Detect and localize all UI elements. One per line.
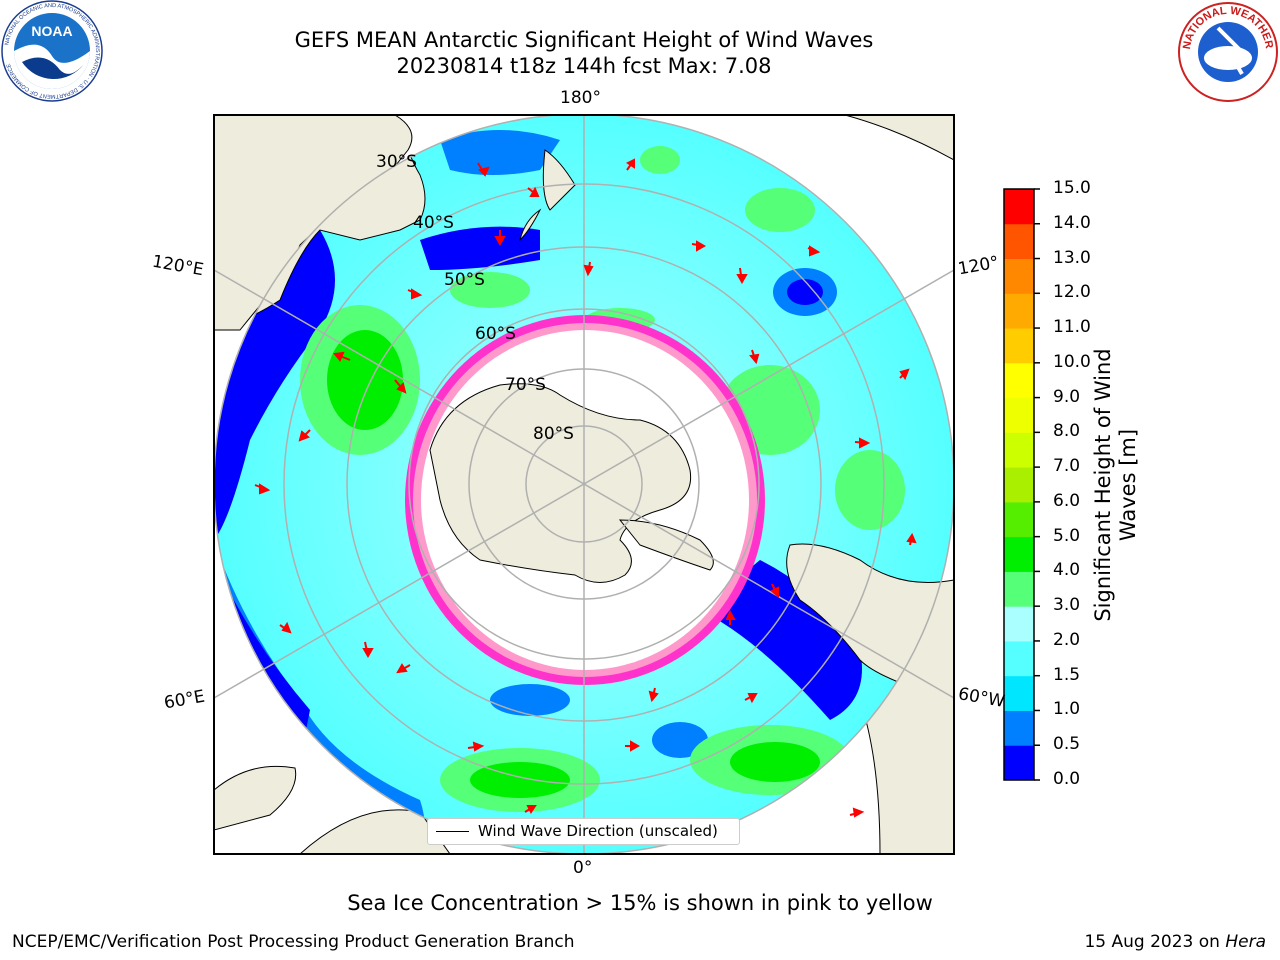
colorbar-tick-label: 4.0 [1053, 560, 1081, 581]
colorbar-tick-label: 6.0 [1053, 490, 1081, 511]
colorbar-tick-label: 10.0 [1053, 351, 1091, 372]
wave-direction-arrows [254, 158, 917, 818]
colorbar-frame [1003, 188, 1035, 781]
lat-label-30s: 30°S [376, 152, 417, 172]
footer-credit: NCEP/EMC/Verification Post Processing Pr… [12, 932, 575, 952]
legend-label: Wind Wave Direction (unscaled) [478, 822, 718, 840]
lat-label-60s: 60°S [475, 324, 516, 344]
colorbar-swatch [1004, 501, 1034, 538]
colorbar-tick-label: 15.0 [1053, 178, 1091, 198]
legend-line-sample [436, 831, 469, 832]
colorbar-swatch [1004, 293, 1034, 329]
footer-host: Hera [1225, 932, 1266, 952]
colorbar-swatch [1004, 258, 1034, 294]
lat-label-50s: 50°S [444, 270, 485, 290]
colorbar-tick-label: 2.0 [1053, 629, 1081, 650]
nws-logo: NATIONAL WEATHER SERVICE [1176, 0, 1278, 102]
colorbar-tick-label: 5.0 [1053, 525, 1081, 546]
colorbar-tick-label: 3.0 [1053, 595, 1081, 616]
colorbar-tick-label: 12.0 [1053, 282, 1091, 303]
colorbar-tick-label: 1.5 [1053, 664, 1081, 685]
map-legend: Wind Wave Direction (unscaled) [427, 818, 740, 845]
colorbar-swatch [1004, 675, 1034, 711]
colorbar-swatch [1004, 397, 1034, 433]
chart-subtitle: 20230814 t18z 144h fcst Max: 7.08 [396, 54, 772, 78]
colorbar-tick-label: 14.0 [1053, 212, 1091, 233]
footer-date-text: 15 Aug 2023 on [1084, 932, 1226, 952]
colorbar [1003, 188, 1040, 781]
lat-label-70s: 70°S [505, 375, 546, 395]
colorbar-swatch [1004, 710, 1034, 746]
lon-label-180: 180° [560, 88, 601, 108]
svg-text:NOAA: NOAA [31, 23, 72, 39]
colorbar-tick-label: 8.0 [1053, 421, 1081, 442]
sea-ice-note: Sea Ice Concentration > 15% is shown in … [347, 891, 933, 915]
lat-label-40s: 40°S [413, 213, 454, 233]
chart-title: GEFS MEAN Antarctic Significant Height o… [294, 28, 874, 52]
colorbar-swatch [1004, 467, 1034, 503]
colorbar-title: Significant Height of Wind Waves [m] [1091, 348, 1140, 622]
colorbar-swatch [1004, 328, 1034, 364]
colorbar-swatch [1004, 223, 1034, 260]
colorbar-swatch [1004, 640, 1034, 677]
colorbar-swatch [1004, 571, 1034, 607]
colorbar-swatch [1004, 745, 1034, 781]
colorbar-swatch [1004, 432, 1034, 468]
colorbar-swatch [1004, 362, 1034, 399]
lon-label-0: 0° [573, 858, 593, 878]
colorbar-tick-label: 7.0 [1053, 456, 1081, 477]
colorbar-tick-label: 1.0 [1053, 699, 1081, 720]
colorbar-swatch [1004, 606, 1034, 642]
colorbar-tick-label: 0.5 [1053, 734, 1081, 755]
footer-date: 15 Aug 2023 on Hera [1084, 932, 1266, 952]
noaa-logo: NOAA NATIONAL OCEANIC AND ATMOSPHERIC AD… [1, 0, 103, 102]
graticule [214, 115, 954, 854]
colorbar-tick-label: 11.0 [1053, 317, 1091, 338]
colorbar-tick-label: 9.0 [1053, 386, 1081, 407]
colorbar-swatch [1004, 536, 1034, 572]
colorbar-swatch [1004, 189, 1034, 225]
colorbar-tick-label: 13.0 [1053, 247, 1091, 268]
colorbar-tick-label: 0.0 [1053, 769, 1081, 789]
lat-label-80s: 80°S [533, 424, 574, 444]
